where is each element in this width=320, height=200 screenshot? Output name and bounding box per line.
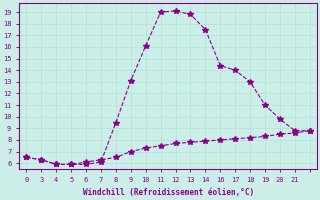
X-axis label: Windchill (Refroidissement éolien,°C): Windchill (Refroidissement éolien,°C) bbox=[83, 188, 254, 197]
